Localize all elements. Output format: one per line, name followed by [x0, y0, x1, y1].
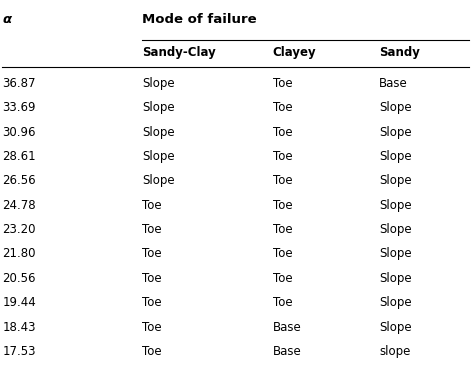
Text: Toe: Toe — [142, 248, 162, 260]
Text: Slope: Slope — [379, 150, 412, 163]
Text: 24.78: 24.78 — [2, 199, 36, 212]
Text: Toe: Toe — [273, 174, 292, 187]
Text: Toe: Toe — [142, 272, 162, 285]
Text: Slope: Slope — [142, 126, 175, 139]
Text: Toe: Toe — [273, 223, 292, 236]
Text: 18.43: 18.43 — [2, 321, 36, 334]
Text: Base: Base — [273, 321, 301, 334]
Text: Toe: Toe — [142, 321, 162, 334]
Text: Slope: Slope — [142, 174, 175, 187]
Text: α: α — [2, 13, 11, 26]
Text: 19.44: 19.44 — [2, 296, 36, 309]
Text: Sandy: Sandy — [379, 46, 420, 59]
Text: Toe: Toe — [273, 248, 292, 260]
Text: Slope: Slope — [379, 272, 412, 285]
Text: Toe: Toe — [273, 150, 292, 163]
Text: 20.56: 20.56 — [2, 272, 36, 285]
Text: Slope: Slope — [379, 248, 412, 260]
Text: Toe: Toe — [273, 296, 292, 309]
Text: Toe: Toe — [273, 272, 292, 285]
Text: Toe: Toe — [142, 345, 162, 358]
Text: Base: Base — [273, 345, 301, 358]
Text: Slope: Slope — [379, 199, 412, 212]
Text: 26.56: 26.56 — [2, 174, 36, 187]
Text: Toe: Toe — [142, 199, 162, 212]
Text: 36.87: 36.87 — [2, 77, 36, 90]
Text: Sandy-Clay: Sandy-Clay — [142, 46, 216, 59]
Text: Slope: Slope — [379, 126, 412, 139]
Text: 28.61: 28.61 — [2, 150, 36, 163]
Text: Clayey: Clayey — [273, 46, 316, 59]
Text: 23.20: 23.20 — [2, 223, 36, 236]
Text: 33.69: 33.69 — [2, 101, 36, 114]
Text: 21.80: 21.80 — [2, 248, 36, 260]
Text: Toe: Toe — [142, 223, 162, 236]
Text: Slope: Slope — [379, 296, 412, 309]
Text: 30.96: 30.96 — [2, 126, 36, 139]
Text: Toe: Toe — [142, 296, 162, 309]
Text: Toe: Toe — [273, 101, 292, 114]
Text: Slope: Slope — [142, 101, 175, 114]
Text: Toe: Toe — [273, 126, 292, 139]
Text: 17.53: 17.53 — [2, 345, 36, 358]
Text: Slope: Slope — [379, 174, 412, 187]
Text: Slope: Slope — [142, 77, 175, 90]
Text: Slope: Slope — [379, 101, 412, 114]
Text: Toe: Toe — [273, 199, 292, 212]
Text: Base: Base — [379, 77, 408, 90]
Text: slope: slope — [379, 345, 410, 358]
Text: Toe: Toe — [273, 77, 292, 90]
Text: Slope: Slope — [379, 223, 412, 236]
Text: Mode of failure: Mode of failure — [142, 13, 257, 26]
Text: Slope: Slope — [142, 150, 175, 163]
Text: Slope: Slope — [379, 321, 412, 334]
